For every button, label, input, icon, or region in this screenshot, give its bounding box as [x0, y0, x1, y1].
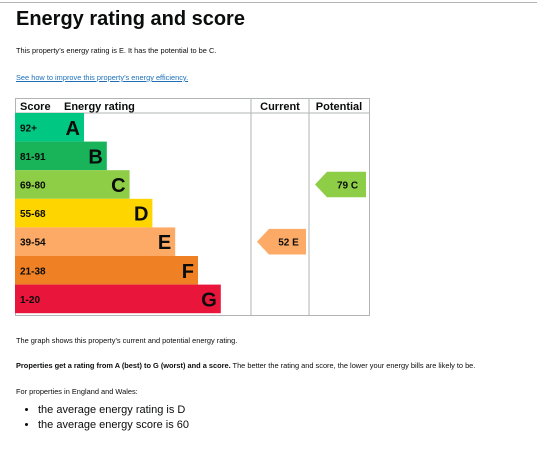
- current-rating-label: 52 E: [278, 238, 299, 249]
- graph-note: The graph shows this property’s current …: [16, 336, 238, 345]
- header-score: Score: [20, 101, 51, 113]
- band-score-cell-a: [15, 113, 57, 142]
- band-score-cell-b: [15, 141, 57, 171]
- rating-summary: This property’s energy rating is E. It h…: [16, 46, 217, 55]
- potential-rating-label: 79 C: [337, 181, 358, 192]
- band-bar-f: [57, 256, 198, 285]
- band-letter-e: E: [158, 232, 171, 254]
- top-divider: [0, 2, 537, 3]
- band-bar-d: [57, 198, 153, 228]
- band-bar-a: [57, 113, 84, 142]
- energy-rating-graph: Score Energy rating Current Potential 92+ A 81…: [15, 98, 370, 316]
- average-score-fact: the average energy score is 60: [38, 419, 189, 431]
- band-range-e: 39-54: [20, 238, 46, 249]
- band-score-cell-c: [15, 170, 57, 199]
- average-facts-list: the average energy rating is D the avera…: [20, 404, 189, 434]
- band-bar-g: [57, 284, 221, 314]
- band-score-cell-d: [15, 198, 57, 228]
- band-letter-c: C: [111, 175, 125, 197]
- band-score-cell-f: [15, 256, 57, 285]
- band-score-cell-e: [15, 227, 57, 256]
- band-score-cell-g: [15, 284, 57, 314]
- header-current: Current: [260, 101, 300, 113]
- header-potential: Potential: [316, 101, 362, 113]
- ratings-note: Properties get a rating from A (best) to…: [16, 361, 475, 370]
- band-letter-a: A: [66, 118, 80, 140]
- band-range-f: 21-38: [20, 266, 46, 277]
- band-range-g: 1-20: [20, 295, 40, 306]
- ratings-note-bold: Properties get a rating from A (best) to…: [16, 361, 231, 370]
- band-letter-b: B: [88, 146, 102, 168]
- page-title: Energy rating and score: [16, 8, 245, 30]
- band-bar-b: [57, 141, 107, 171]
- band-letter-g: G: [201, 289, 217, 311]
- region-note: For properties in England and Wales:: [16, 387, 138, 396]
- band-range-c: 69-80: [20, 181, 46, 192]
- band-range-d: 55-68: [20, 209, 46, 220]
- band-letter-f: F: [182, 261, 194, 283]
- band-bar-e: [57, 227, 176, 256]
- ratings-note-rest: The better the rating and score, the low…: [230, 361, 476, 370]
- average-rating-fact: the average energy rating is D: [38, 404, 189, 416]
- energy-rating-chart: Score Energy rating Current Potential 92+ A 81…: [15, 98, 371, 323]
- band-range-b: 81-91: [20, 152, 46, 163]
- band-letter-d: D: [134, 204, 148, 226]
- header-energy-rating: Energy rating: [64, 101, 135, 113]
- improve-efficiency-link[interactable]: See how to improve this property’s energ…: [16, 73, 189, 82]
- potential-rating-marker: [315, 171, 366, 198]
- band-bar-c: [57, 170, 130, 199]
- band-range-a: 92+: [20, 123, 37, 134]
- current-rating-marker: [257, 228, 306, 255]
